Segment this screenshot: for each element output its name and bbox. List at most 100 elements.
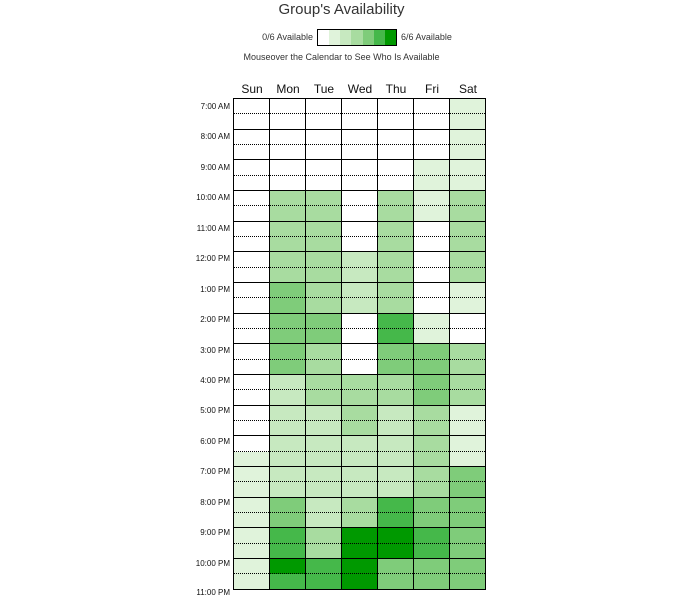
time-slot-cell[interactable] [342,190,377,207]
time-slot-cell[interactable] [450,190,485,207]
time-slot-cell[interactable] [234,252,269,268]
time-slot-cell[interactable] [450,221,485,237]
time-slot-cell[interactable] [414,190,449,207]
time-slot-cell[interactable] [234,190,269,207]
time-slot-cell[interactable] [378,405,413,421]
time-slot-cell[interactable] [450,574,485,590]
time-slot-cell[interactable] [450,390,485,406]
time-slot-cell[interactable] [342,236,377,253]
time-slot-cell[interactable] [306,99,341,115]
time-slot-cell[interactable] [414,482,449,498]
time-slot-cell[interactable] [378,99,413,115]
time-slot-cell[interactable] [414,175,449,191]
time-slot-cell[interactable] [378,114,413,130]
time-slot-cell[interactable] [378,497,413,513]
time-slot-cell[interactable] [342,558,377,575]
time-slot-cell[interactable] [306,267,341,283]
time-slot-cell[interactable] [450,451,485,467]
time-slot-cell[interactable] [270,543,305,559]
time-slot-cell[interactable] [414,558,449,575]
time-slot-cell[interactable] [270,252,305,268]
time-slot-cell[interactable] [234,482,269,498]
time-slot-cell[interactable] [270,359,305,375]
time-slot-cell[interactable] [270,313,305,329]
time-slot-cell[interactable] [234,175,269,191]
time-slot-cell[interactable] [342,405,377,421]
time-slot-cell[interactable] [270,466,305,483]
time-slot-cell[interactable] [414,466,449,483]
time-slot-cell[interactable] [306,236,341,253]
time-slot-cell[interactable] [450,420,485,437]
time-slot-cell[interactable] [414,160,449,176]
time-slot-cell[interactable] [414,405,449,421]
time-slot-cell[interactable] [342,252,377,268]
time-slot-cell[interactable] [450,436,485,452]
time-slot-cell[interactable] [450,114,485,130]
time-slot-cell[interactable] [450,374,485,391]
time-slot-cell[interactable] [414,313,449,329]
time-slot-cell[interactable] [234,328,269,345]
time-slot-cell[interactable] [342,482,377,498]
time-slot-cell[interactable] [306,558,341,575]
time-slot-cell[interactable] [450,512,485,529]
time-slot-cell[interactable] [306,390,341,406]
time-slot-cell[interactable] [342,298,377,314]
time-slot-cell[interactable] [234,528,269,544]
time-slot-cell[interactable] [234,160,269,176]
time-slot-cell[interactable] [306,144,341,161]
time-slot-cell[interactable] [234,374,269,391]
time-slot-cell[interactable] [378,390,413,406]
time-slot-cell[interactable] [342,374,377,391]
time-slot-cell[interactable] [342,574,377,590]
time-slot-cell[interactable] [378,190,413,207]
time-slot-cell[interactable] [450,282,485,299]
time-slot-cell[interactable] [414,359,449,375]
time-slot-cell[interactable] [234,420,269,437]
time-slot-cell[interactable] [270,497,305,513]
time-slot-cell[interactable] [234,114,269,130]
time-slot-cell[interactable] [306,574,341,590]
time-slot-cell[interactable] [450,528,485,544]
time-slot-cell[interactable] [306,190,341,207]
time-slot-cell[interactable] [306,451,341,467]
time-slot-cell[interactable] [234,298,269,314]
time-slot-cell[interactable] [306,221,341,237]
time-slot-cell[interactable] [342,420,377,437]
time-slot-cell[interactable] [414,543,449,559]
time-slot-cell[interactable] [270,206,305,222]
time-slot-cell[interactable] [342,543,377,559]
time-slot-cell[interactable] [234,129,269,145]
time-slot-cell[interactable] [306,374,341,391]
time-slot-cell[interactable] [342,175,377,191]
time-slot-cell[interactable] [270,420,305,437]
time-slot-cell[interactable] [306,528,341,544]
time-slot-cell[interactable] [378,482,413,498]
time-slot-cell[interactable] [270,390,305,406]
time-slot-cell[interactable] [342,99,377,115]
time-slot-cell[interactable] [270,558,305,575]
time-slot-cell[interactable] [270,574,305,590]
time-slot-cell[interactable] [450,236,485,253]
time-slot-cell[interactable] [342,390,377,406]
time-slot-cell[interactable] [450,344,485,360]
time-slot-cell[interactable] [342,436,377,452]
time-slot-cell[interactable] [378,175,413,191]
time-slot-cell[interactable] [234,344,269,360]
time-slot-cell[interactable] [414,298,449,314]
time-slot-cell[interactable] [234,574,269,590]
time-slot-cell[interactable] [378,313,413,329]
time-slot-cell[interactable] [414,420,449,437]
time-slot-cell[interactable] [378,236,413,253]
time-slot-cell[interactable] [234,267,269,283]
time-slot-cell[interactable] [270,512,305,529]
time-slot-cell[interactable] [450,298,485,314]
time-slot-cell[interactable] [306,405,341,421]
time-slot-cell[interactable] [450,359,485,375]
time-slot-cell[interactable] [414,252,449,268]
time-slot-cell[interactable] [450,129,485,145]
time-slot-cell[interactable] [306,344,341,360]
time-slot-cell[interactable] [342,344,377,360]
time-slot-cell[interactable] [450,313,485,329]
time-slot-cell[interactable] [306,298,341,314]
time-slot-cell[interactable] [414,129,449,145]
